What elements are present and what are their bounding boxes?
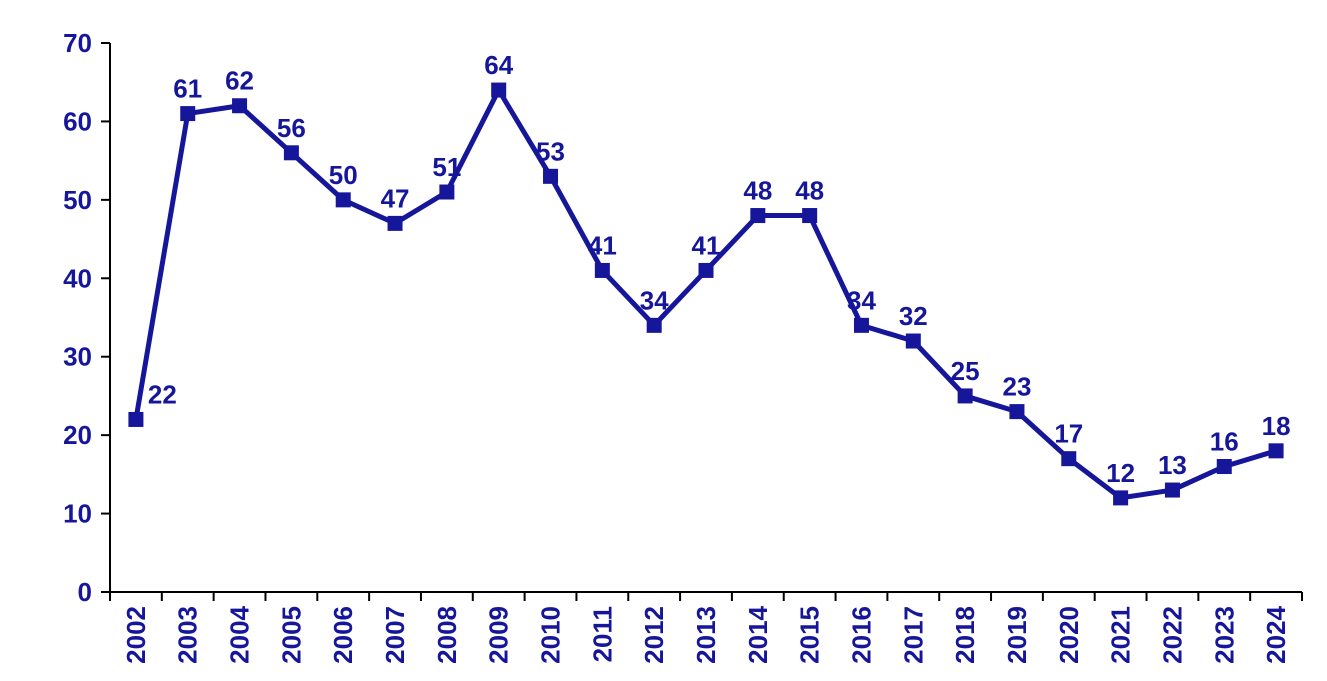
data-point-2024 [1268,443,1284,459]
data-point-2019 [1009,404,1025,420]
data-label-2024: 18 [1262,411,1291,441]
data-label-2018: 25 [951,356,980,386]
data-point-2023 [1216,459,1232,475]
y-tick-label-50: 50 [63,185,92,215]
x-tick-label-2005: 2005 [276,606,306,664]
data-point-2012 [646,317,662,333]
data-point-2017 [905,333,921,349]
data-point-2022 [1164,482,1180,498]
x-tick-label-2019: 2019 [1002,606,1032,664]
data-label-2003: 61 [173,74,202,104]
x-tick-label-2018: 2018 [950,606,980,664]
x-tick-label-2004: 2004 [225,605,255,663]
data-point-2005 [283,145,299,161]
y-tick-label-20: 20 [63,420,92,450]
data-point-2021 [1113,490,1129,506]
x-tick-label-2010: 2010 [536,606,566,664]
y-tick-label-0: 0 [78,577,92,607]
y-tick-label-10: 10 [63,499,92,529]
data-label-2012: 34 [640,285,669,315]
x-tick-label-2015: 2015 [795,606,825,664]
data-point-2016 [853,317,869,333]
y-tick-label-40: 40 [63,263,92,293]
data-point-2018 [957,388,973,404]
data-point-2004 [232,98,248,114]
x-tick-label-2013: 2013 [691,606,721,664]
data-point-2007 [387,215,403,231]
data-label-2011: 41 [588,230,617,260]
data-label-2020: 17 [1054,419,1083,449]
x-tick-label-2023: 2023 [1209,606,1239,664]
data-label-2010: 53 [536,136,565,166]
data-point-2008 [439,184,455,200]
x-tick-label-2014: 2014 [743,605,773,663]
data-label-2007: 47 [381,183,410,213]
x-tick-label-2022: 2022 [1157,606,1187,664]
data-point-2013 [698,262,714,278]
data-label-2019: 23 [1002,372,1031,402]
data-point-2015 [802,208,818,224]
data-point-2020 [1061,451,1077,467]
data-label-2005: 56 [277,113,306,143]
x-tick-label-2012: 2012 [639,606,669,664]
x-tick-label-2024: 2024 [1261,605,1291,663]
data-label-2021: 12 [1106,458,1135,488]
data-label-2008: 51 [432,152,461,182]
x-tick-label-2016: 2016 [846,606,876,664]
x-tick-label-2003: 2003 [173,606,203,664]
x-tick-label-2009: 2009 [484,606,514,664]
data-label-2004: 62 [225,66,254,96]
data-label-2022: 13 [1158,450,1187,480]
data-point-2006 [335,192,351,208]
x-tick-label-2002: 2002 [121,606,151,664]
data-label-2006: 50 [329,160,358,190]
data-point-2014 [750,208,766,224]
x-tick-label-2021: 2021 [1106,606,1136,664]
y-tick-label-70: 70 [63,28,92,58]
y-tick-label-60: 60 [63,106,92,136]
data-point-2011 [594,262,610,278]
data-label-2013: 41 [692,230,721,260]
data-label-2015: 48 [795,176,824,206]
y-tick-label-30: 30 [63,342,92,372]
x-tick-label-2006: 2006 [328,606,358,664]
data-point-2002 [128,411,144,427]
data-label-2014: 48 [743,176,772,206]
data-label-2017: 32 [899,301,928,331]
data-label-2016: 34 [847,285,876,315]
data-point-2003 [180,106,196,122]
data-point-2010 [543,168,559,184]
data-point-2009 [491,82,507,98]
x-tick-label-2017: 2017 [898,606,928,664]
data-label-2023: 16 [1210,427,1239,457]
x-tick-label-2020: 2020 [1054,606,1084,664]
data-label-2009: 64 [484,50,513,80]
data-label-2002: 22 [148,379,177,409]
x-tick-label-2007: 2007 [380,606,410,664]
x-tick-label-2011: 2011 [587,606,617,662]
x-tick-label-2008: 2008 [432,606,462,664]
series-line [133,87,1279,501]
